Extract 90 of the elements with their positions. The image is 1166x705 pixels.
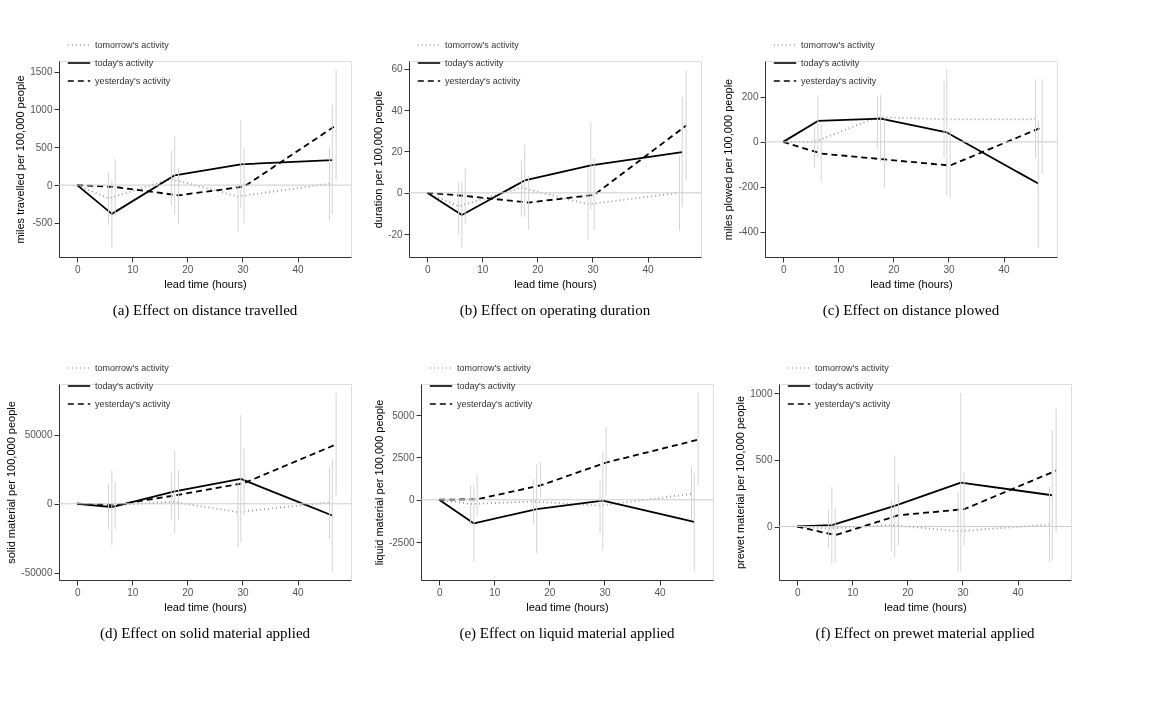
y-tick-label: 0 (46, 179, 53, 191)
legend-label: today's activity (95, 58, 154, 68)
x-tick-label: 20 (182, 263, 194, 275)
y-tick-label: -2500 (388, 536, 415, 548)
legend-label: yesterday's activity (95, 76, 171, 86)
text: (c) Effect on distance plowed (822, 302, 1000, 319)
x-tick-label: 0 (780, 263, 787, 275)
x-tick-label: 40 (292, 263, 305, 275)
x-tick-label: 10 (477, 263, 489, 275)
y-tick-label: 200 (741, 91, 759, 103)
y-tick-label: 2500 (392, 451, 415, 463)
y-tick-label: -200 (738, 181, 759, 193)
x-tick-label: 20 (902, 586, 914, 598)
legend-label: today's activity (445, 58, 504, 68)
x-tick-label: 10 (833, 263, 845, 275)
x-tick-label: 30 (943, 263, 955, 275)
legend-label: today's activity (801, 58, 860, 68)
legend-label: yesterday's activity (457, 399, 533, 409)
legend-label: tomorrow's activity (801, 40, 876, 50)
y-tick-label: 60 (391, 63, 403, 75)
legend-label: tomorrow's activity (457, 363, 532, 373)
y-tick-label: 40 (391, 104, 403, 116)
y-tick-label: 1500 (30, 66, 53, 78)
y-tick-label: 0 (766, 521, 773, 533)
legend-label: today's activity (95, 381, 154, 391)
x-tick-label: 20 (532, 263, 544, 275)
y-tick-label: -50000 (21, 567, 53, 579)
x-tick-label: 40 (642, 263, 655, 275)
x-axis-title: lead time (hours) (514, 277, 597, 290)
x-tick-label: 10 (847, 586, 859, 598)
x-tick-label: 10 (127, 263, 139, 275)
x-tick-label: 20 (888, 263, 900, 275)
x-tick-label: 40 (292, 586, 305, 598)
legend-label: yesterday's activity (95, 399, 171, 409)
legend-label: today's activity (457, 381, 516, 391)
x-axis-title: lead time (hours) (870, 277, 953, 290)
x-tick-label: 30 (957, 586, 969, 598)
x-tick-label: 0 (74, 263, 81, 275)
x-tick-label: 40 (654, 586, 667, 598)
text: (f) Effect on prewet material applied (815, 625, 1036, 642)
x-tick-label: 40 (1012, 586, 1025, 598)
y-tick-label: 1000 (750, 387, 773, 399)
legend-label: tomorrow's activity (815, 363, 890, 373)
x-tick-label: 0 (74, 586, 81, 598)
text: (b) Effect on operating duration (459, 302, 651, 319)
y-tick-label: 1000 (30, 103, 53, 115)
x-tick-label: 30 (237, 263, 249, 275)
y-tick-label: 0 (408, 494, 415, 506)
x-axis-title: lead time (hours) (164, 277, 247, 290)
legend-label: tomorrow's activity (95, 40, 170, 50)
x-tick-label: 0 (794, 586, 801, 598)
legend-label: tomorrow's activity (95, 363, 170, 373)
x-tick-label: 0 (424, 263, 431, 275)
y-tick-label: 50000 (24, 429, 53, 441)
y-axis-title: solid material per 100,000 people (5, 401, 18, 564)
y-tick-label: 5000 (392, 409, 415, 421)
x-tick-label: 20 (544, 586, 556, 598)
legend-label: yesterday's activity (445, 76, 521, 86)
y-axis-title: duration per 100,000 people (372, 90, 385, 229)
legend-label: yesterday's activity (801, 76, 877, 86)
legend-label: tomorrow's activity (445, 40, 520, 50)
legend-label: today's activity (815, 381, 874, 391)
y-tick-label: 500 (35, 141, 53, 153)
y-tick-label: -20 (388, 228, 403, 240)
x-tick-label: 40 (998, 263, 1011, 275)
x-tick-label: 10 (127, 586, 139, 598)
y-axis-title: miles travelled per 100,000 people (14, 75, 27, 244)
y-axis-title: miles plowed per 100,000 people (722, 78, 735, 241)
x-tick-label: 30 (587, 263, 599, 275)
y-axis-title: prewet material per 100,000 people (734, 395, 747, 570)
x-tick-label: 20 (182, 586, 194, 598)
y-tick-label: 0 (46, 498, 53, 510)
y-axis-title: liquid material per 100,000 people (372, 399, 385, 566)
x-axis-title: lead time (hours) (884, 600, 967, 613)
x-tick-label: 10 (489, 586, 501, 598)
x-tick-label: 30 (237, 586, 249, 598)
y-tick-label: -500 (32, 217, 53, 229)
y-tick-label: 0 (752, 136, 759, 148)
x-tick-label: 30 (599, 586, 611, 598)
y-tick-label: 500 (755, 454, 773, 466)
legend-label: yesterday's activity (815, 399, 891, 409)
x-tick-label: 0 (436, 586, 443, 598)
y-tick-label: 0 (396, 187, 403, 199)
text: (a) Effect on distance travelled (112, 302, 298, 319)
text: (e) Effect on liquid material applied (459, 625, 676, 642)
y-tick-label: 20 (391, 145, 403, 157)
text: (d) Effect on solid material applied (99, 625, 311, 642)
x-axis-title: lead time (hours) (164, 600, 247, 613)
x-axis-title: lead time (hours) (526, 600, 609, 613)
y-tick-label: -400 (738, 226, 759, 238)
